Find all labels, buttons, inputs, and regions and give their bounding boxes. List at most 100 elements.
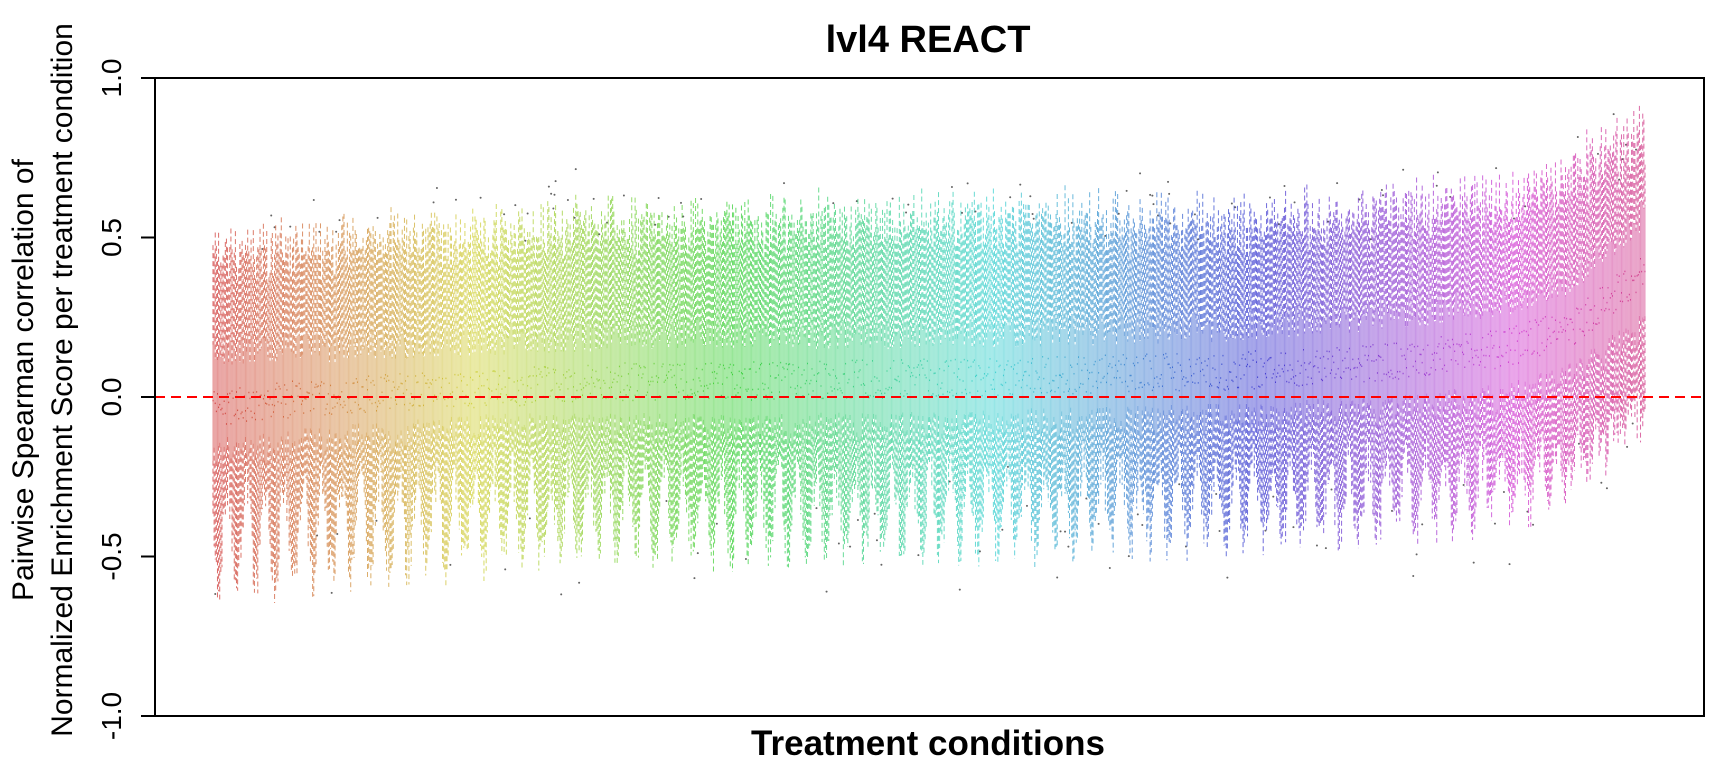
box-body — [646, 329, 648, 425]
outlier-point — [856, 518, 859, 521]
box-body — [808, 346, 810, 432]
box-body — [342, 347, 344, 455]
box-428 — [690, 200, 692, 556]
box-body — [529, 327, 531, 414]
box-903 — [1222, 236, 1224, 515]
box-598 — [880, 240, 883, 566]
outlier-point — [837, 542, 840, 545]
box-body — [874, 341, 876, 421]
box-body — [903, 320, 905, 432]
box-body — [473, 345, 475, 433]
box-186 — [419, 255, 421, 490]
box-body — [1264, 325, 1266, 426]
box-body — [1174, 332, 1176, 431]
box-95 — [317, 246, 319, 526]
box-body — [512, 336, 514, 432]
box-body — [917, 327, 919, 416]
box-body — [373, 355, 375, 440]
box-body — [537, 352, 539, 445]
box-944 — [1268, 233, 1270, 519]
box-577 — [856, 198, 859, 521]
box-80 — [300, 239, 302, 504]
box-body — [351, 333, 353, 454]
box-863 — [1177, 229, 1179, 480]
box-body — [921, 318, 923, 426]
box-body — [1273, 325, 1275, 429]
box-901 — [1220, 226, 1222, 499]
box-198 — [432, 201, 435, 469]
box-body — [495, 346, 497, 429]
box-203 — [438, 222, 440, 478]
box-902 — [1221, 215, 1223, 508]
box-215 — [452, 264, 454, 481]
box-body — [1136, 314, 1138, 435]
box-body — [323, 345, 325, 455]
box-body — [1101, 322, 1103, 428]
box-785 — [1090, 226, 1092, 537]
box-body — [361, 346, 363, 435]
box-692 — [986, 196, 988, 477]
box-body — [623, 325, 625, 424]
box-body — [352, 331, 354, 424]
box-38 — [253, 258, 255, 593]
box-764 — [1066, 230, 1068, 495]
box-17 — [230, 228, 232, 505]
outlier-point — [1001, 528, 1004, 531]
box-72 — [291, 247, 293, 579]
box-139 — [367, 228, 369, 578]
box-793 — [1099, 225, 1101, 458]
outlier-point — [1178, 483, 1181, 486]
box-body — [854, 333, 856, 437]
box-body — [953, 317, 955, 427]
box-body — [763, 327, 765, 435]
box-body — [846, 317, 848, 438]
box-558 — [836, 231, 838, 499]
box-413 — [673, 206, 675, 541]
box-484 — [753, 241, 755, 520]
box-252 — [493, 220, 495, 451]
box-body — [1029, 320, 1031, 420]
box-body — [367, 346, 368, 436]
box-body — [859, 325, 861, 439]
box-54 — [271, 232, 273, 583]
box-body — [478, 325, 480, 436]
box-144 — [372, 226, 374, 565]
box-body — [807, 323, 808, 441]
box-109 — [333, 275, 335, 582]
box-body — [911, 341, 913, 412]
box-body — [1025, 328, 1027, 439]
box-214 — [450, 235, 452, 517]
box-body — [1254, 324, 1256, 412]
box-935 — [1258, 243, 1260, 491]
box-836 — [1147, 240, 1149, 531]
box-512 — [784, 199, 786, 554]
box-604 — [887, 238, 889, 509]
box-175 — [407, 268, 409, 550]
box-body — [770, 346, 772, 420]
box-body — [1253, 328, 1255, 408]
box-504 — [775, 213, 777, 475]
outlier-point — [316, 534, 319, 537]
box-body — [894, 334, 896, 429]
box-711 — [1006, 213, 1009, 468]
box-body — [996, 335, 998, 418]
box-body — [952, 345, 954, 429]
box-body — [369, 334, 371, 437]
box-525 — [799, 219, 801, 480]
box-815 — [1123, 219, 1125, 509]
box-856 — [1169, 222, 1172, 544]
box-body — [229, 337, 231, 459]
box-body — [1178, 313, 1180, 416]
box-410 — [670, 244, 672, 543]
box-body — [470, 333, 471, 443]
box-361 — [615, 240, 617, 542]
box-body — [472, 353, 474, 436]
box-body — [503, 354, 505, 419]
box-93 — [315, 223, 317, 566]
box-740 — [1039, 239, 1041, 496]
box-body — [1203, 328, 1205, 431]
box-body — [1032, 339, 1034, 421]
box-body — [371, 331, 373, 454]
box-921 — [1242, 213, 1244, 554]
box-408 — [667, 215, 670, 519]
